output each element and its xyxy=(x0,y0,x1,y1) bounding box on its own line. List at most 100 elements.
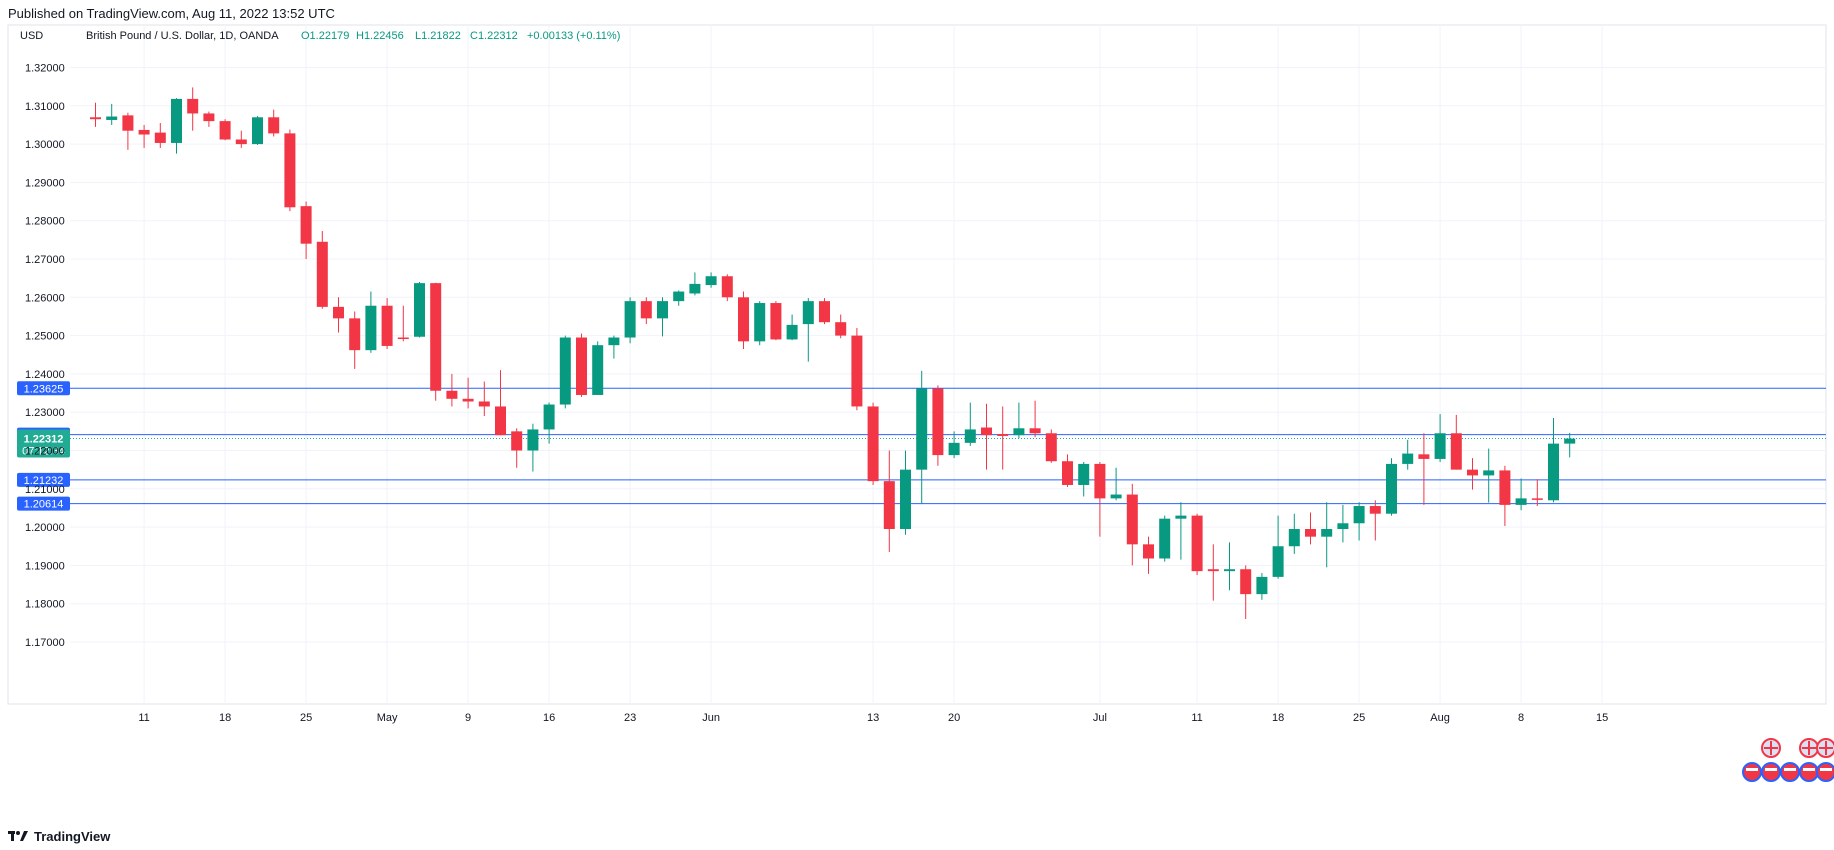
candle-body xyxy=(770,303,782,340)
candle-body xyxy=(1240,569,1252,595)
bullish-candle xyxy=(916,370,928,505)
bearish-candle xyxy=(1531,479,1543,507)
us-flag-icon[interactable] xyxy=(1816,762,1834,782)
candle-body xyxy=(948,442,960,456)
candle-body xyxy=(268,117,280,134)
bearish-candle xyxy=(333,297,344,333)
bullish-candle xyxy=(1515,478,1527,511)
chart-frame[interactable]: 1.236251.224151.212321.206141.2231207:12… xyxy=(0,24,1834,824)
x-tick-label: Aug xyxy=(1430,712,1450,724)
x-tick-label: 18 xyxy=(1272,712,1284,724)
bearish-candle xyxy=(981,403,992,470)
candle-body xyxy=(1467,469,1478,476)
candle-body xyxy=(835,322,847,336)
bullish-candle xyxy=(1110,467,1122,501)
bearish-candle xyxy=(851,327,863,411)
level-price-label: 1.20614 xyxy=(24,499,64,511)
candle-body xyxy=(1094,463,1106,499)
bearish-candle xyxy=(154,123,166,148)
y-tick-label: 1.24000 xyxy=(25,369,65,381)
candle-body xyxy=(1159,518,1171,559)
bearish-candle xyxy=(1369,500,1381,541)
bearish-candle xyxy=(1207,544,1219,601)
bullish-candle xyxy=(1434,414,1446,462)
bearish-candle xyxy=(1045,429,1057,463)
y-tick-label: 1.17000 xyxy=(25,637,65,649)
uk-flag-icon[interactable] xyxy=(1816,738,1834,758)
us-flag-icon[interactable] xyxy=(1761,762,1781,782)
bullish-candle xyxy=(673,290,685,306)
ohlc-low: L1.21822 xyxy=(415,30,461,42)
candle-body xyxy=(916,388,928,470)
bearish-candle xyxy=(1062,454,1073,487)
candlestick-chart[interactable]: 1.236251.224151.212321.206141.2231207:12… xyxy=(0,24,1834,824)
x-tick-label: 11 xyxy=(1191,712,1202,724)
candle-body xyxy=(1386,463,1397,514)
candle-body xyxy=(527,429,539,451)
candle-body xyxy=(187,98,199,114)
candle-body xyxy=(219,121,231,140)
bullish-candle xyxy=(657,297,668,337)
us-flag-icon[interactable] xyxy=(1742,762,1762,782)
legend-header: USD British Pound / U.S. Dollar, 1D, OAN… xyxy=(20,30,620,42)
candle-body xyxy=(932,388,944,456)
us-flag-icon[interactable] xyxy=(1799,762,1819,782)
bullish-candle xyxy=(1337,504,1349,543)
candle-body xyxy=(559,337,571,405)
bearish-candle xyxy=(300,201,312,259)
candle-body xyxy=(122,115,134,131)
bearish-candle xyxy=(316,231,328,309)
bearish-candle xyxy=(867,402,879,485)
candle-body xyxy=(1564,438,1576,444)
level-price-label: 1.23625 xyxy=(24,383,64,395)
candle-body xyxy=(1207,569,1219,572)
uk-flag-icon[interactable] xyxy=(1799,738,1819,758)
bearish-candle xyxy=(511,428,523,468)
x-tick-label: 15 xyxy=(1596,712,1608,724)
candle-body xyxy=(349,318,361,351)
last-price-label: 1.22312 xyxy=(24,434,64,446)
bullish-candle xyxy=(1288,513,1300,554)
bullish-candle xyxy=(1386,458,1397,516)
y-tick-label: 1.30000 xyxy=(25,139,65,151)
uk-flag-icon[interactable] xyxy=(1761,738,1781,758)
candle-body xyxy=(624,301,636,338)
bearish-candle xyxy=(268,109,280,137)
bearish-candle xyxy=(1499,465,1511,526)
candle-body xyxy=(1305,529,1316,537)
candle-body xyxy=(1256,576,1268,595)
candle-body xyxy=(997,434,1009,436)
bearish-candle xyxy=(770,301,782,341)
candle-body xyxy=(786,324,798,340)
level-price-label: 1.21232 xyxy=(24,475,64,487)
bearish-candle xyxy=(1240,565,1252,620)
bullish-candle xyxy=(786,314,798,341)
bullish-candle xyxy=(106,103,118,125)
y-tick-label: 1.28000 xyxy=(25,216,65,228)
ohlc-close: C1.22312 xyxy=(470,30,518,42)
candle-body xyxy=(802,301,814,325)
candle-body xyxy=(414,283,425,337)
candle-body xyxy=(316,241,328,307)
bearish-candle xyxy=(187,87,199,131)
bearish-candle xyxy=(495,370,506,436)
us-flag-icon[interactable] xyxy=(1780,762,1800,782)
bearish-candle xyxy=(1143,536,1154,574)
candle-body xyxy=(446,390,458,399)
candle-body xyxy=(495,406,506,436)
bearish-candle xyxy=(1467,458,1478,490)
candle-body xyxy=(543,404,555,430)
bearish-candle xyxy=(381,298,393,350)
candle-body xyxy=(819,301,830,323)
candle-body xyxy=(252,117,263,145)
bearish-candle xyxy=(284,129,296,212)
candle-body xyxy=(1126,494,1138,545)
ohlc-high: H1.22456 xyxy=(356,30,404,42)
x-tick-label: 13 xyxy=(867,712,879,724)
level-price-tag xyxy=(17,472,70,487)
candle-body xyxy=(689,283,701,294)
bullish-candle xyxy=(171,98,182,154)
x-tick-label: 25 xyxy=(300,712,312,724)
countdown-label: 07:12:34 xyxy=(22,446,65,458)
chart-border xyxy=(7,24,1827,705)
